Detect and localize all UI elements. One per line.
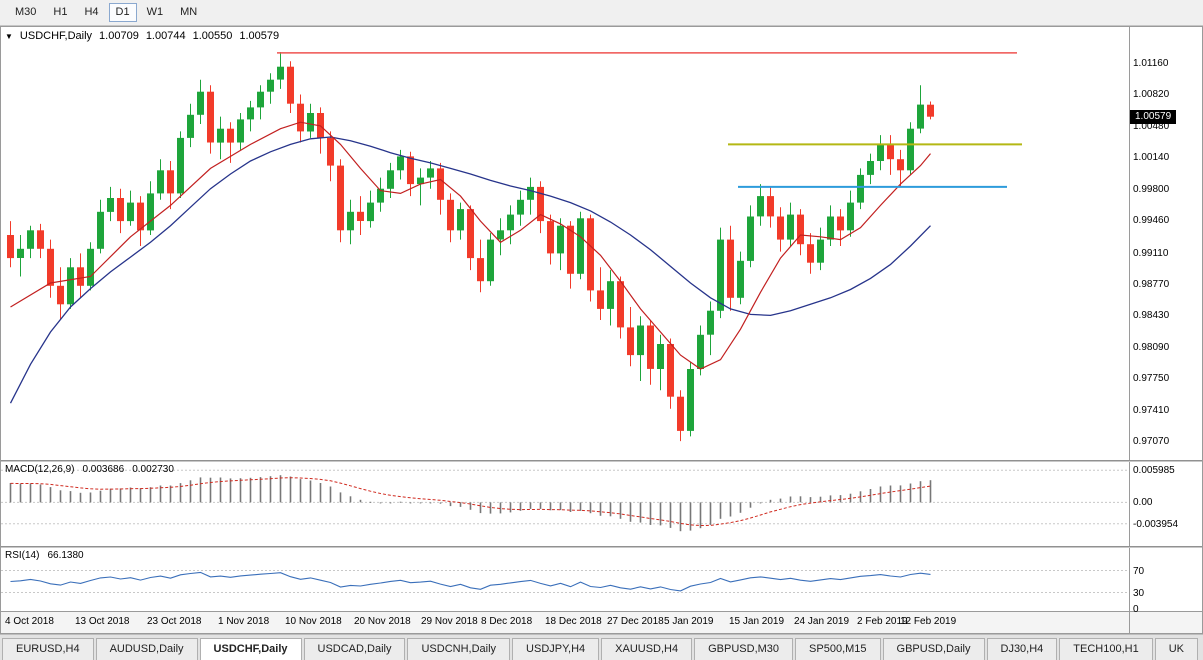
tab-usdchf-daily[interactable]: USDCHF,Daily xyxy=(199,638,302,660)
rsi-chart-canvas[interactable] xyxy=(1,548,1129,611)
macd-chart-canvas[interactable] xyxy=(1,462,1129,546)
price-scale-label: 0.99460 xyxy=(1133,215,1170,227)
timeframe-h4[interactable]: H4 xyxy=(77,3,105,22)
price-scale-label: 0.97070 xyxy=(1133,436,1170,448)
tab-uk[interactable]: UK xyxy=(1154,638,1198,660)
rsi-value: 66.1380 xyxy=(47,550,84,561)
macd-name: MACD(12,26,9) xyxy=(5,464,75,475)
timeframe-h1[interactable]: H1 xyxy=(46,3,74,22)
macd-header: MACD(12,26,9) 0.003686 0.002730 xyxy=(5,464,174,475)
timeframe-toolbar: M30 H1 H4 D1 W1 MN xyxy=(0,0,1203,26)
timeframe-w1[interactable]: W1 xyxy=(140,3,171,22)
timeframe-m30[interactable]: M30 xyxy=(8,3,43,22)
chart-close-value: 1.00579 xyxy=(239,30,280,42)
tab-gbpusd-daily[interactable]: GBPUSD,Daily xyxy=(882,638,985,660)
time-axis[interactable]: 4 Oct 2018 13 Oct 2018 23 Oct 2018 1 Nov 20… xyxy=(1,611,1129,633)
tab-audusd-daily[interactable]: AUDUSD,Daily xyxy=(95,638,198,660)
chart-window: ▼ USDCHF,Daily 1.00709 1.00744 1.00550 1… xyxy=(0,26,1203,634)
pane-splitter[interactable] xyxy=(1,460,1202,462)
tab-tech100-h1[interactable]: TECH100,H1 xyxy=(1059,638,1153,660)
price-scale-label: 1.00820 xyxy=(1133,89,1170,101)
price-scale-label: 0.99800 xyxy=(1133,183,1170,195)
ma-fast-line xyxy=(10,121,931,370)
date-label: 1 Nov 2018 xyxy=(218,616,270,627)
price-scale-label: 1.00480 xyxy=(1133,120,1170,132)
date-label: 5 Jan 2019 xyxy=(664,616,714,627)
rsi-scale-label: 0 xyxy=(1133,604,1139,615)
rsi-header: RSI(14) 66.1380 xyxy=(5,550,84,561)
price-axis[interactable]: 1.00579 1.01160 1.00820 1.00480 1.00140 0.99… xyxy=(1129,27,1202,460)
rsi-scale-label: 30 xyxy=(1133,587,1145,599)
chart-open-value: 1.00709 xyxy=(99,30,139,42)
chart-symbol-period: USDCHF,Daily xyxy=(19,30,93,42)
rsi-scale-label: 70 xyxy=(1133,565,1145,577)
price-scale-label: 1.01160 xyxy=(1133,58,1169,70)
date-label: 10 Nov 2018 xyxy=(285,616,342,627)
chart-high-value: 1.00744 xyxy=(145,30,186,42)
current-price-tag: 1.00579 xyxy=(1130,109,1177,124)
rsi-pane[interactable]: RSI(14) 66.1380 xyxy=(1,548,1129,611)
pane-splitter[interactable] xyxy=(1,546,1202,548)
axis-corner xyxy=(1129,611,1202,633)
tab-xauusd-h4[interactable]: XAUUSD,H4 xyxy=(601,638,693,660)
date-label: 13 Oct 2018 xyxy=(75,616,130,627)
chart-menu-icon[interactable]: ▼ xyxy=(5,31,13,41)
date-label: 23 Oct 2018 xyxy=(147,616,202,627)
rsi-line xyxy=(10,571,931,592)
date-label: 8 Dec 2018 xyxy=(481,616,533,627)
price-scale-label: 0.97750 xyxy=(1133,373,1170,385)
price-scale-label: 0.98770 xyxy=(1133,278,1170,290)
date-label: 20 Nov 2018 xyxy=(354,616,411,627)
tab-usdjpy-h4[interactable]: USDJPY,H4 xyxy=(512,638,600,660)
chart-header: ▼ USDCHF,Daily 1.00709 1.00744 1.00550 1… xyxy=(5,30,279,42)
macd-scale-label: 0.005985 xyxy=(1133,465,1175,477)
date-label: 29 Nov 2018 xyxy=(421,616,478,627)
price-scale-label: 0.98430 xyxy=(1133,310,1170,322)
price-scale-label: 0.99110 xyxy=(1133,247,1169,259)
date-label: 2 Feb 2019 xyxy=(857,616,908,627)
tab-dj30-h4[interactable]: DJ30,H4 xyxy=(986,638,1058,660)
rsi-name: RSI(14) xyxy=(5,550,40,561)
tab-sp500-m15[interactable]: SP500,M15 xyxy=(795,638,881,660)
timeframe-mn[interactable]: MN xyxy=(173,3,204,22)
main-price-pane[interactable]: ▼ USDCHF,Daily 1.00709 1.00744 1.00550 1… xyxy=(1,27,1129,460)
date-label: 12 Feb 2019 xyxy=(900,616,957,627)
tab-eurusd-h4[interactable]: EURUSD,H4 xyxy=(2,638,94,660)
ma-slow-line xyxy=(9,136,931,404)
timeframe-d1[interactable]: D1 xyxy=(108,3,137,22)
candlestick-chart-canvas[interactable] xyxy=(1,27,1129,460)
date-label: 18 Dec 2018 xyxy=(545,616,602,627)
macd-value-signal: 0.002730 xyxy=(132,464,174,475)
price-scale-label: 0.97410 xyxy=(1133,404,1170,416)
tab-gbpusd-m30[interactable]: GBPUSD,M30 xyxy=(694,638,794,660)
macd-scale-label: 0.00 xyxy=(1133,497,1153,509)
date-label: 4 Oct 2018 xyxy=(5,616,54,627)
macd-axis[interactable]: 0.005985 0.00 -0.003954 xyxy=(1129,462,1202,546)
macd-pane[interactable]: MACD(12,26,9) 0.003686 0.002730 xyxy=(1,462,1129,546)
price-scale-label: 0.98090 xyxy=(1133,341,1170,353)
chart-low-value: 1.00550 xyxy=(192,30,233,42)
macd-signal-line xyxy=(10,477,931,527)
rsi-axis[interactable]: 70 30 0 xyxy=(1129,548,1202,615)
price-scale-label: 1.00140 xyxy=(1133,152,1170,164)
tab-usdcad-daily[interactable]: USDCAD,Daily xyxy=(303,638,406,660)
macd-histogram xyxy=(9,475,932,532)
date-label: 15 Jan 2019 xyxy=(729,616,785,627)
macd-value-main: 0.003686 xyxy=(82,464,125,475)
macd-scale-label: -0.003954 xyxy=(1133,518,1179,530)
chart-tabs: EURUSD,H4 AUDUSD,Daily USDCHF,Daily USDC… xyxy=(0,634,1203,660)
candles-layer xyxy=(7,52,934,442)
date-label: 24 Jan 2019 xyxy=(794,616,850,627)
date-label: 27 Dec 2018 xyxy=(607,616,664,627)
tab-usdcnh-daily[interactable]: USDCNH,Daily xyxy=(407,638,511,660)
